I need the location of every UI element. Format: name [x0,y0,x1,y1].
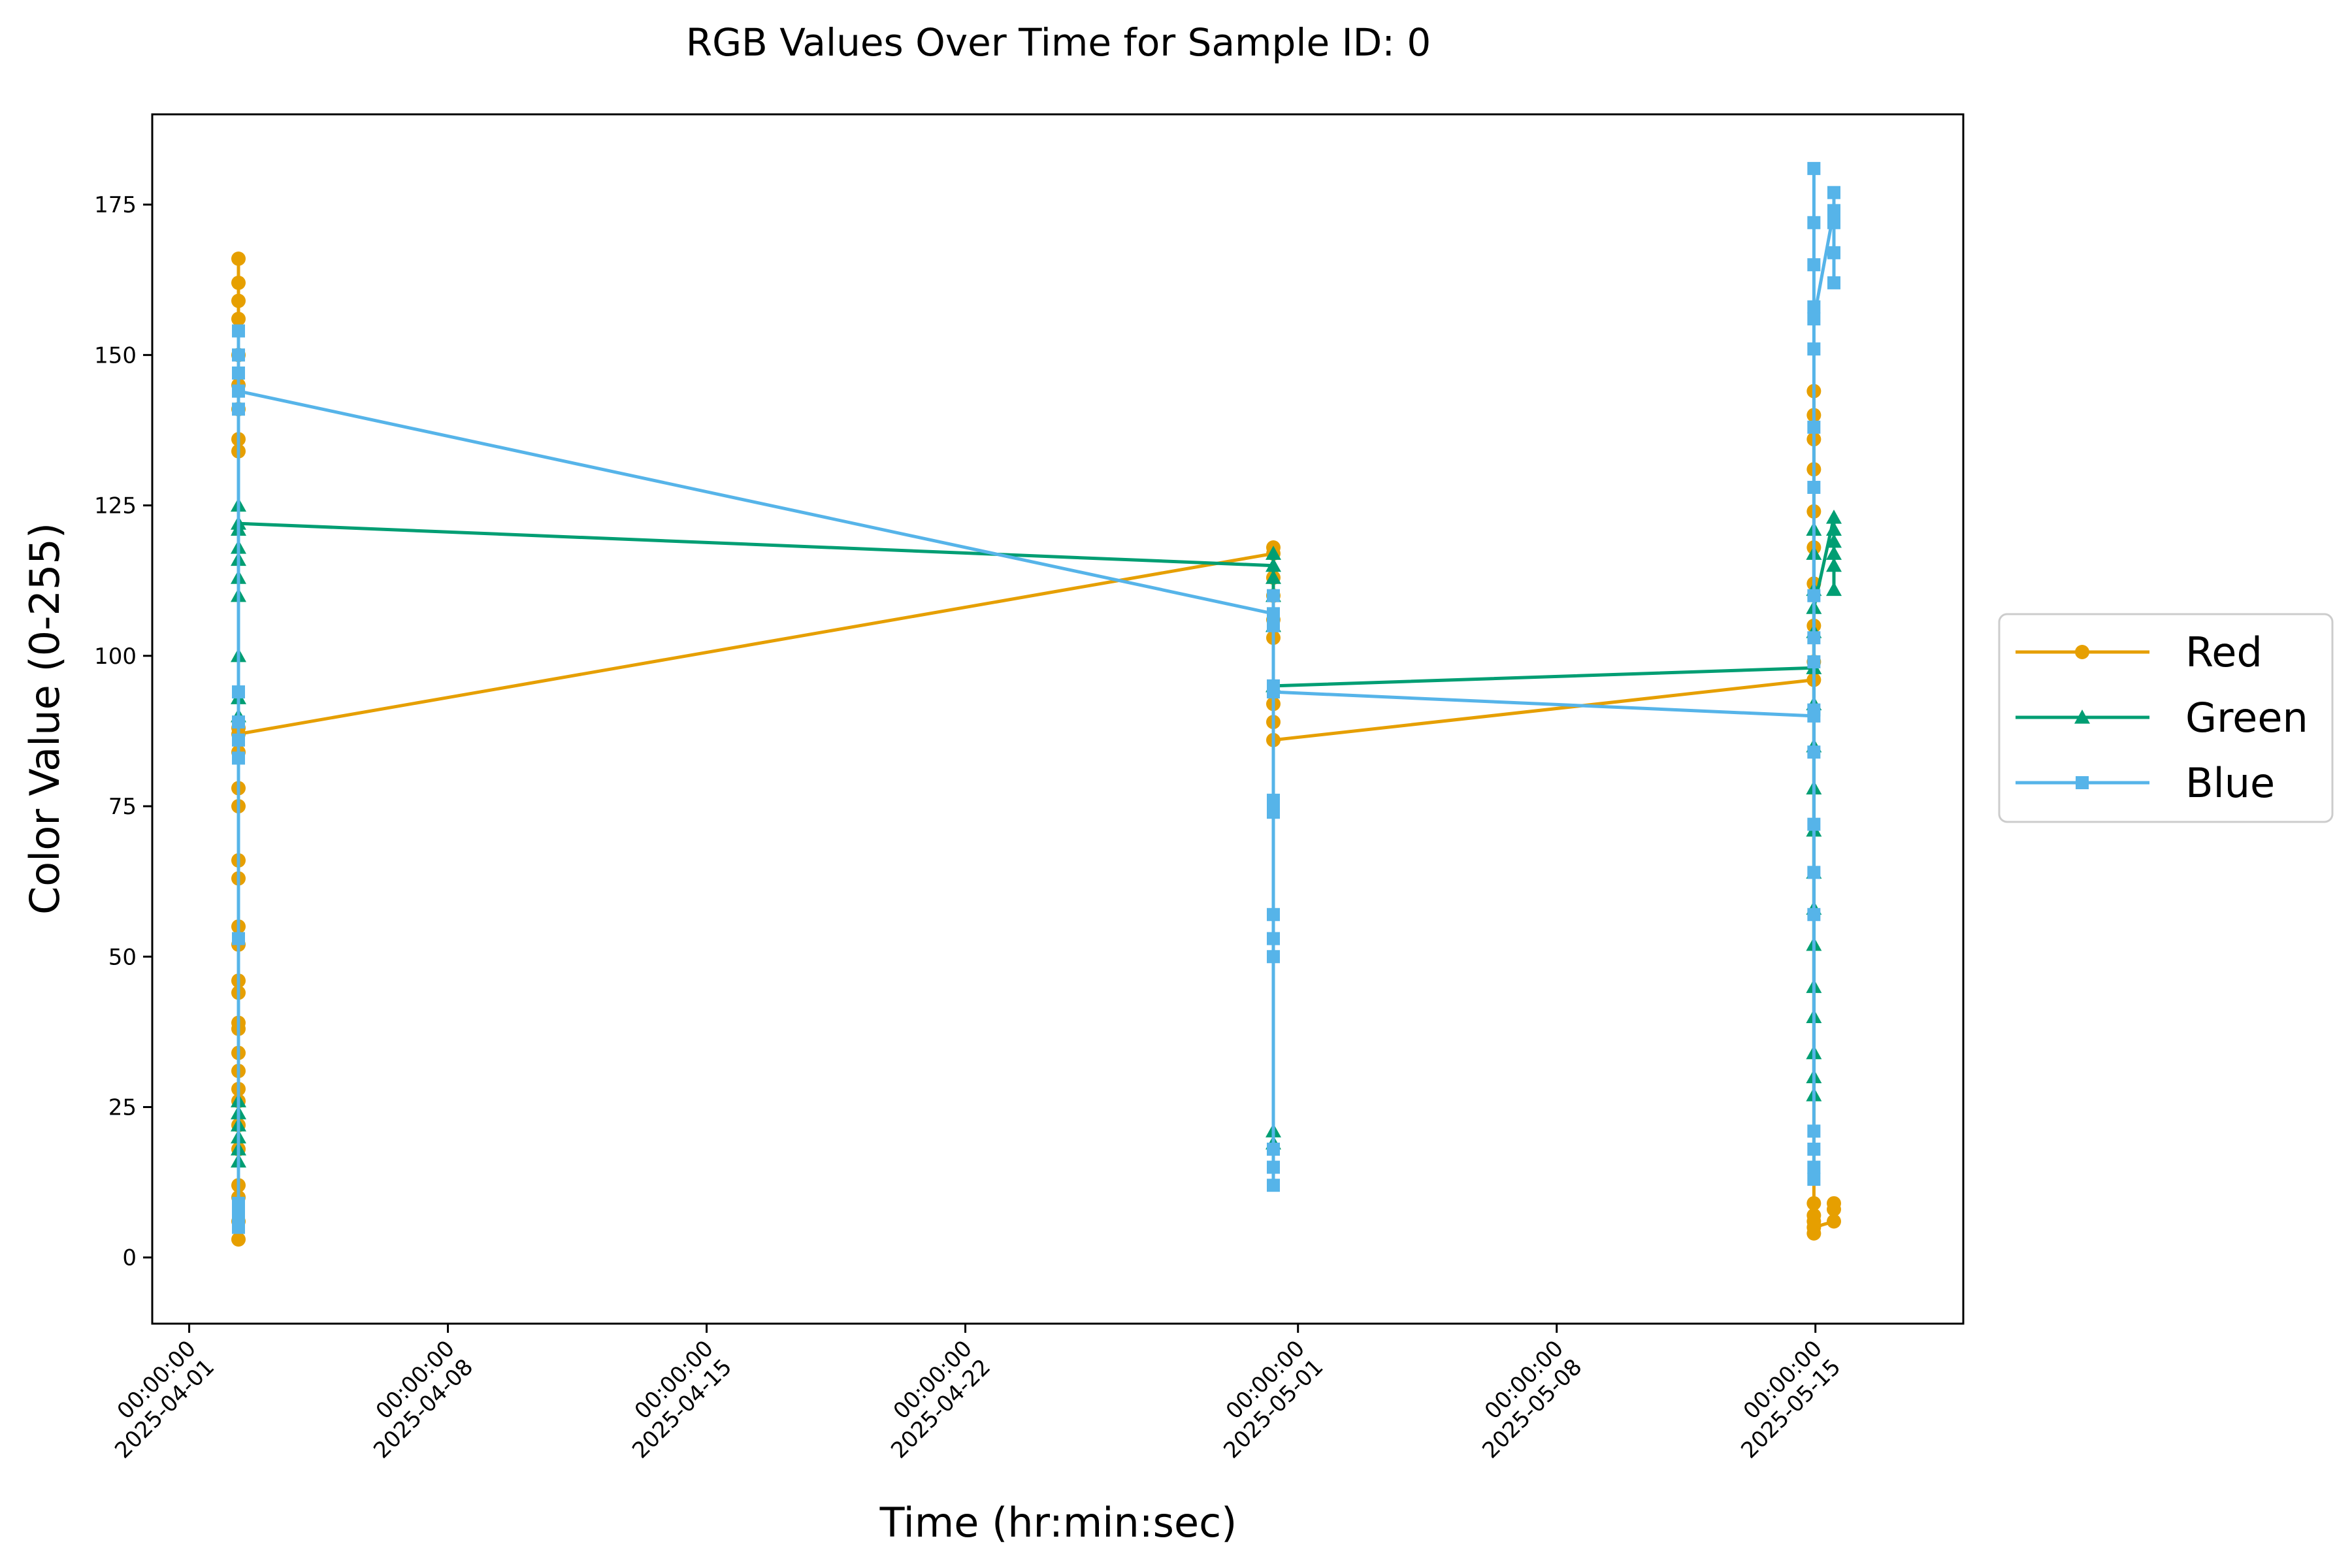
data-point-red [1806,1220,1821,1235]
data-point-blue [1807,1172,1821,1186]
data-point-red [1806,1196,1821,1211]
y-tick-label: 25 [108,1094,137,1120]
legend: Red Green Blue [1998,613,2334,823]
data-point-blue [232,1220,245,1234]
data-point-red [231,293,246,308]
data-point-blue [1807,655,1821,669]
data-point-red [231,275,246,290]
data-point-blue [1267,685,1280,699]
data-point-blue [1827,204,1840,218]
data-point-red [231,252,246,267]
legend-entry-red: Red [2016,629,2262,676]
data-point-blue [1267,950,1280,964]
data-point-red [231,1232,246,1247]
legend-label-blue: Blue [2185,759,2275,807]
data-point-blue [1267,1179,1280,1192]
data-point-blue [1807,300,1821,314]
data-point-red [1827,1196,1841,1211]
data-point-green [1266,557,1281,572]
legend-marker-green [2074,710,2090,724]
data-point-blue [1807,745,1821,759]
data-point-blue [1807,216,1821,229]
data-point-blue [1807,589,1821,602]
data-point-blue [232,366,245,380]
data-point-blue [1827,186,1840,199]
legend-frame [1998,613,2334,823]
data-point-blue [1267,607,1280,621]
chart-title: RGB Values Over Time for Sample ID: 0 [686,20,1431,65]
data-point-blue [1267,907,1280,921]
legend-marker-blue [2076,776,2089,789]
legend-entry-green: Green [2016,694,2308,742]
data-point-blue [1807,342,1821,356]
data-point-blue [1807,258,1821,272]
data-point-blue [1267,806,1280,819]
data-point-red [1827,1214,1841,1229]
data-point-green [1826,581,1842,596]
data-point-green [1826,510,1842,524]
data-point-green [1826,557,1842,572]
legend-marker-red [2075,645,2089,659]
data-point-blue [1827,246,1840,259]
data-point-blue [232,733,245,747]
plot-frame [151,113,1965,1325]
data-point-red [231,312,246,327]
data-point-blue [1807,907,1821,921]
data-point-blue [232,1196,245,1210]
data-point-blue [1807,312,1821,326]
data-point-blue [1807,1124,1821,1138]
data-point-blue [232,715,245,729]
series-layer [231,161,1842,1247]
legend-label-red: Red [2185,629,2262,676]
data-point-blue [1267,619,1280,632]
data-point-blue [1807,480,1821,494]
y-tick-label: 175 [94,192,137,218]
y-tick-label: 100 [94,644,137,670]
data-point-blue [232,324,245,338]
data-point-blue [232,402,245,416]
data-point-blue [1267,589,1280,602]
data-point-blue [1267,1160,1280,1174]
legend-label-green: Green [2185,694,2308,742]
data-point-green [1266,546,1281,560]
data-point-blue [1827,276,1840,289]
data-point-green [1266,570,1281,584]
y-axis-label: Color Value (0-255) [21,523,69,915]
y-axis: 0 25 50 75 100 125 150 175 [94,192,152,1271]
data-point-green [1826,521,1842,536]
series-blue [232,161,1840,1234]
x-axis-label: Time (hr:min:sec) [879,1499,1237,1546]
data-point-green [1826,533,1842,548]
data-point-blue [1267,1142,1280,1156]
data-point-blue [1807,866,1821,879]
y-tick-label: 50 [108,944,137,970]
data-point-blue [232,932,245,945]
legend-entry-blue: Blue [2016,759,2275,807]
data-point-blue [1827,216,1840,229]
data-point-blue [1807,631,1821,645]
y-tick-label: 0 [122,1245,137,1271]
data-point-blue [1807,817,1821,831]
y-tick-label: 150 [94,342,137,368]
data-point-blue [1807,161,1821,175]
data-point-blue [232,1209,245,1222]
data-point-blue [1807,1142,1821,1156]
data-point-blue [1267,932,1280,945]
data-point-blue [232,685,245,699]
legend-entries: Red Green Blue [2016,629,2308,807]
data-point-blue [232,384,245,398]
data-point-blue [232,348,245,362]
data-point-blue [1267,793,1280,807]
data-point-blue [1807,1160,1821,1174]
data-point-blue [232,751,245,765]
y-tick-label: 125 [94,493,137,519]
y-tick-label: 75 [108,794,137,820]
data-point-blue [1807,703,1821,717]
data-point-green [1826,546,1842,560]
data-point-blue [1807,420,1821,434]
